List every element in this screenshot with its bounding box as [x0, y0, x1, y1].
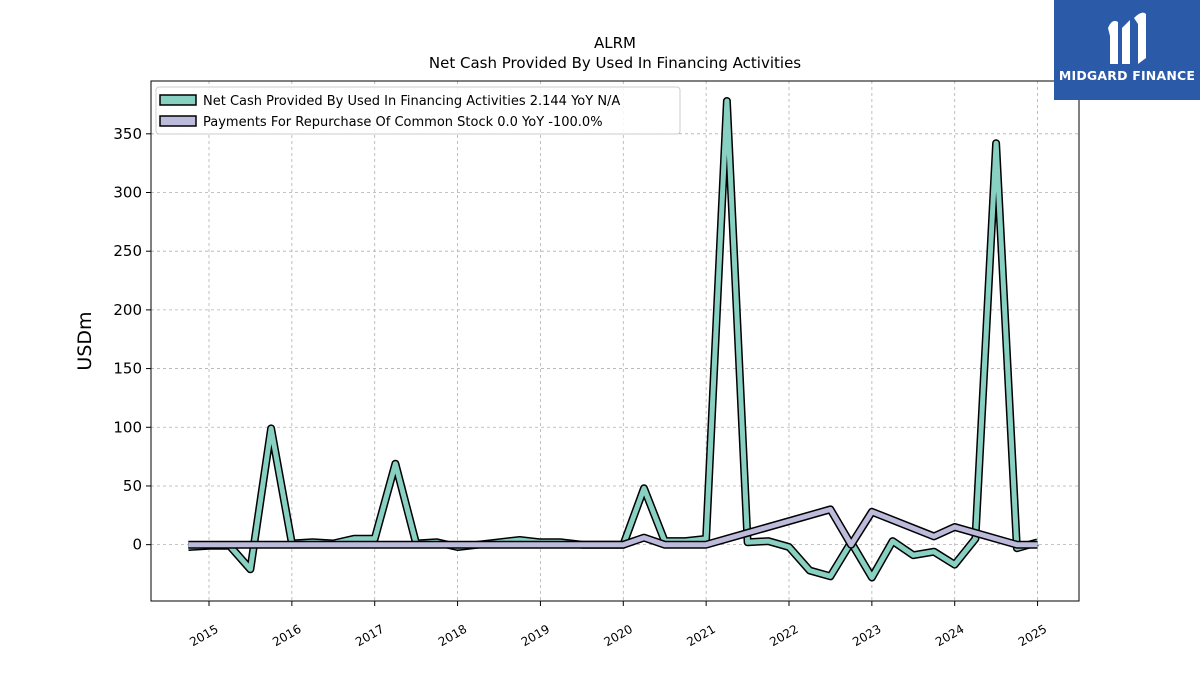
logo-text: MIDGARD FINANCE: [1058, 68, 1196, 83]
y-tick-label: 150: [113, 360, 142, 378]
plot-frame: [150, 80, 1080, 602]
x-tick-label: 2022: [767, 622, 800, 649]
legend-swatch-1: [159, 94, 197, 106]
legend-label-2: Payments For Repurchase Of Common Stock …: [203, 115, 603, 130]
legend-box: [155, 86, 681, 135]
x-tick-label: 2016: [270, 622, 303, 649]
x-tick-label: 2021: [684, 622, 717, 649]
legend-swatch-2: [159, 115, 197, 127]
series-2-line: [188, 506, 1038, 548]
y-tick-label: 100: [113, 418, 142, 436]
x-tick-label: 2023: [850, 622, 883, 649]
midgard-finance-logo: MIDGARD FINANCE: [1054, 0, 1200, 100]
x-tick-label: 2025: [1016, 622, 1049, 649]
y-axis: 0 50 100 150 200 250 300 350: [113, 125, 151, 554]
chart-subtitle: Net Cash Provided By Used In Financing A…: [429, 54, 801, 72]
x-tick-label: 2020: [602, 622, 635, 649]
x-axis: 2015 2016 2017 2018 2019 2020 2021 2022 2023 2024…: [187, 601, 1049, 649]
chart-title: ALRM: [594, 34, 636, 52]
y-tick-label: 200: [113, 301, 142, 319]
y-tick-label: 250: [113, 242, 142, 260]
logo-mark-icon: [1108, 12, 1146, 65]
series-layer: [188, 97, 1039, 582]
y-axis-label: USDm: [74, 311, 96, 370]
y-tick-label: 350: [113, 125, 142, 143]
legend-label-1: Net Cash Provided By Used In Financing A…: [203, 94, 620, 109]
series-1: [188, 97, 1039, 582]
x-tick-label: 2017: [353, 622, 386, 649]
x-tick-label: 2018: [436, 622, 469, 649]
x-tick-label: 2019: [519, 622, 552, 649]
series-2: [188, 505, 1038, 549]
legend: Net Cash Provided By Used In Financing A…: [155, 86, 681, 135]
y-tick-label: 300: [113, 184, 142, 202]
y-tick-label: 0: [132, 536, 142, 554]
x-tick-label: 2015: [187, 622, 220, 649]
y-tick-label: 50: [123, 477, 142, 495]
series-1-outline: [188, 97, 1039, 582]
x-tick-label: 2024: [933, 622, 966, 649]
series-1-line: [188, 98, 1039, 580]
